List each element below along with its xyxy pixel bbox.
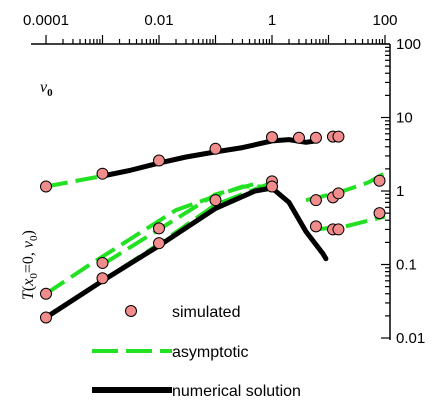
legend-item-simulated: simulated: [125, 304, 240, 321]
simulated-point: [96, 167, 109, 180]
numerical-series: [43, 137, 329, 320]
simulated-point: [96, 256, 109, 269]
simulated-point: [153, 154, 165, 167]
axis-ticks: 0.0001 0.01 1 100 100 10 1 0.1 0.01: [23, 12, 425, 347]
simulated-point: [209, 142, 222, 155]
x-tick-label: 100: [372, 12, 397, 29]
x-axis-label: v0: [40, 79, 53, 99]
legend: simulated asymptotic numerical solution: [92, 304, 301, 400]
y-tick-label: 0.01: [396, 330, 425, 347]
simulated-point: [332, 130, 345, 143]
x-tick-label: 1: [268, 12, 276, 29]
numerical-solution-line: [43, 185, 329, 320]
asymptotic-line: [44, 184, 277, 296]
simulated-point: [266, 180, 278, 193]
asymptotic-line: [315, 214, 386, 232]
simulated-point: [373, 174, 386, 187]
simulated-series: [40, 130, 386, 324]
simulated-point: [153, 237, 165, 250]
legend-marker-simulated: [125, 305, 137, 317]
y-axis-label: T(x0=0, v0): [20, 230, 40, 300]
simulated-point: [209, 194, 222, 207]
y-tick-label: 100: [396, 36, 421, 53]
simulated-point: [309, 194, 322, 207]
simulated-point: [309, 131, 322, 144]
legend-label-asymptotic: asymptotic: [172, 344, 248, 361]
simulated-point: [332, 187, 345, 200]
legend-label-simulated: simulated: [172, 304, 240, 321]
x-tick-label: 0.0001: [23, 12, 69, 29]
y-tick-label: 0.1: [396, 257, 417, 274]
x-tick-label: 0.01: [144, 12, 173, 29]
legend-item-numerical-solution: numerical solution: [92, 383, 301, 400]
simulated-point: [40, 180, 52, 193]
simulated-point: [309, 220, 322, 233]
asymptotic-line: [101, 181, 256, 267]
y-tick-label: 1: [396, 183, 404, 200]
simulated-point: [40, 287, 52, 300]
legend-item-asymptotic: asymptotic: [92, 344, 248, 361]
y-tick-label: 10: [396, 110, 413, 127]
simulated-point: [266, 131, 278, 144]
asymptotic-line: [45, 174, 103, 189]
simulated-point: [373, 207, 386, 220]
simulated-point: [96, 272, 109, 285]
simulated-point: [292, 131, 305, 144]
legend-label-numerical-solution: numerical solution: [172, 383, 301, 400]
simulated-point: [153, 222, 165, 235]
simulated-point: [40, 311, 52, 324]
numerical-solution-line: [100, 137, 319, 179]
simulated-point: [332, 223, 345, 236]
